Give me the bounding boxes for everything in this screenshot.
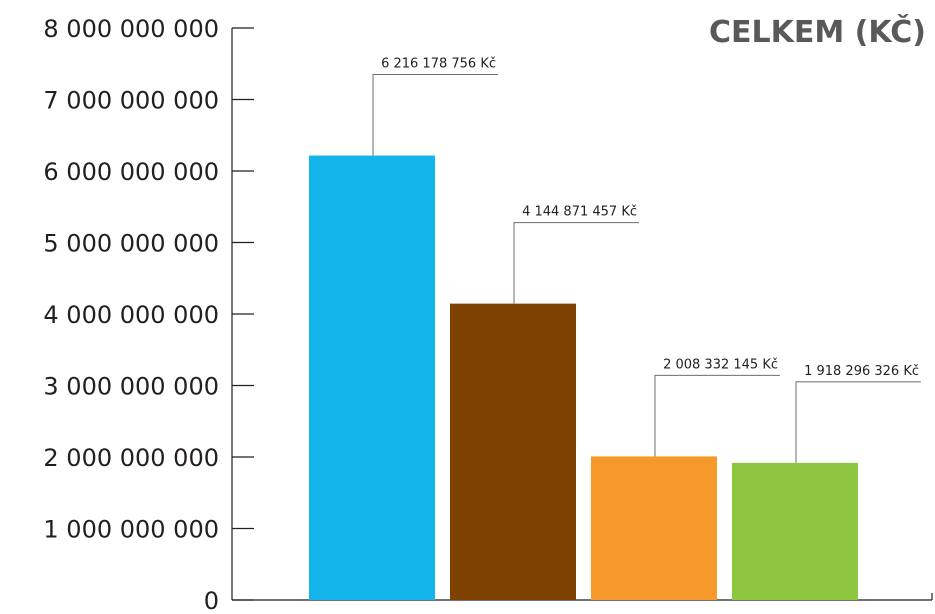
label-leader-line [654, 374, 780, 457]
bar [309, 155, 435, 600]
label-leader-line [795, 381, 921, 463]
y-tick-label: 1 000 000 000 [43, 516, 219, 544]
y-tick-label: 8 000 000 000 [43, 15, 219, 43]
y-axis: 0 1 000 000 000 2 000 000 000 3 000 000 000… [43, 15, 933, 614]
label-leader-line [372, 74, 498, 156]
bar-value-label: 6 216 178 756 Kč [381, 57, 496, 72]
y-tick-label: 3 000 000 000 [43, 373, 219, 401]
y-tick-label: 4 000 000 000 [43, 301, 219, 329]
y-tick-label: 2 000 000 000 [43, 444, 219, 472]
bar-value-label: 2 008 332 145 Kč [663, 357, 778, 372]
data-labels: 6 216 178 756 Kč 4 144 871 457 Kč 2 008 33… [372, 57, 921, 463]
y-tick-label: 6 000 000 000 [43, 158, 219, 186]
label-leader-line [513, 222, 639, 304]
bar [591, 456, 717, 600]
y-tick-label: 0 [204, 587, 219, 614]
y-tick-label: 7 000 000 000 [43, 87, 219, 115]
bar [732, 462, 858, 600]
bars [309, 155, 858, 600]
y-tick-label: 5 000 000 000 [43, 230, 219, 258]
bar-value-label: 4 144 871 457 Kč [522, 205, 637, 220]
bar [450, 303, 576, 600]
bar-value-label: 1 918 296 326 Kč [804, 364, 919, 379]
chart-title: CELKEM (KČ) [709, 13, 926, 50]
